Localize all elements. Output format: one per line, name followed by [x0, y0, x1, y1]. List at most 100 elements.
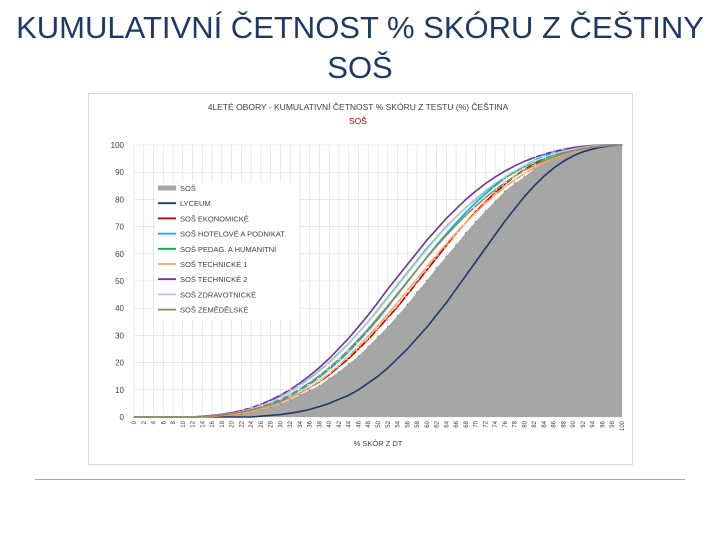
- x-tick-label: 70: [474, 420, 480, 427]
- y-axis-ticks: 0 10 20 30 40 50 60 70 80 90 100: [111, 141, 125, 422]
- x-tick-label: 88: [561, 420, 567, 427]
- y-tick-label: 60: [115, 250, 124, 259]
- data-label-sos: 95.1: [552, 143, 558, 155]
- legend-label-8: SOŠ ZEMĚDĚLSKÉ: [180, 306, 248, 315]
- x-tick-label: 96: [600, 420, 606, 427]
- slide-title: KUMULATIVNÍ ČETNOST % SKÓRU Z ČEŠTINY SO…: [0, 8, 720, 88]
- data-label-sos: 59.0: [444, 241, 450, 253]
- y-tick-label: 90: [115, 168, 124, 177]
- x-tick-label: 18: [220, 420, 226, 427]
- data-point-sos: [299, 394, 301, 396]
- x-tick-label: 48: [366, 420, 372, 427]
- data-label-sos: 8.1: [298, 383, 304, 392]
- x-tick-label: 36: [308, 420, 314, 427]
- chart-title: 4LETÉ OBORY - KUMULATIVNÍ ČETNOST % SKÓR…: [208, 102, 509, 112]
- data-point-sos: [338, 371, 340, 373]
- x-tick-label: 32: [288, 420, 294, 427]
- data-point-sos: [396, 315, 399, 317]
- x-tick-label: 60: [425, 420, 431, 427]
- x-tick-label: 20: [230, 420, 236, 427]
- data-label-sos: 1.0: [239, 402, 245, 411]
- legend-label-1: LYCEUM: [180, 199, 211, 208]
- data-label-sos: 79.3: [493, 186, 499, 198]
- data-label-sos: 4.9: [278, 392, 284, 401]
- y-tick-label: 50: [115, 277, 124, 286]
- data-point-sos: [347, 363, 350, 365]
- data-label-sos: 16.6: [337, 357, 343, 369]
- x-tick-label: 6: [161, 420, 167, 424]
- x-tick-label: 82: [532, 420, 538, 427]
- x-tick-label: 68: [464, 420, 470, 427]
- x-tick-label: 84: [542, 420, 548, 427]
- data-point-sos: [289, 399, 291, 401]
- data-point-sos: [367, 345, 370, 348]
- x-tick-label: 22: [239, 420, 245, 427]
- x-tick-label: 0: [132, 420, 138, 424]
- data-point-sos: [494, 200, 496, 203]
- x-tick-label: 54: [396, 420, 402, 427]
- data-point-sos: [308, 389, 311, 391]
- legend-label-2: SOŠ EKONOMICKÉ: [180, 214, 249, 223]
- x-tick-label: 78: [513, 420, 519, 427]
- footer-rule: [35, 479, 685, 480]
- data-point-sos: [416, 291, 418, 293]
- data-label-sos: 3.6: [269, 395, 275, 404]
- x-tick-label: 98: [610, 420, 616, 427]
- legend-background: [156, 182, 299, 320]
- x-tick-label: 24: [249, 420, 255, 427]
- data-label-sos: 99.6: [591, 131, 597, 143]
- x-tick-label: 66: [454, 420, 460, 427]
- x-tick-label: 76: [503, 420, 509, 427]
- x-tick-label: 90: [571, 420, 577, 427]
- data-point-sos: [377, 335, 379, 338]
- data-label-sos: 22.4: [356, 341, 362, 353]
- y-tick-label: 100: [111, 141, 125, 150]
- data-label-sos: 0.0: [152, 405, 158, 414]
- data-label-sos: 0.0: [191, 405, 197, 414]
- x-tick-label: 94: [591, 420, 597, 427]
- x-tick-label: 80: [522, 420, 528, 427]
- x-tick-label: 86: [552, 420, 558, 427]
- legend-label-3: SOŠ HOTELOVÉ A PODNIKAT.: [180, 230, 286, 239]
- data-point-sos: [484, 210, 487, 212]
- legend: SOŠ LYCEUM SOŠ EKONOMICKÉ SOŠ HOTELOVÉ A PO…: [158, 184, 286, 315]
- x-tick-label: 30: [278, 420, 284, 427]
- data-point-sos: [523, 176, 526, 178]
- x-tick-label: 16: [210, 420, 216, 427]
- data-point-sos: [357, 355, 360, 357]
- data-point-sos: [426, 279, 428, 282]
- x-tick-label: 26: [259, 420, 265, 427]
- data-label-sos: 6.3: [288, 388, 294, 397]
- slide-title-line-2: SOŠ: [327, 50, 393, 85]
- legend-label-6: SOŠ TECHNICKÉ 2: [180, 275, 247, 284]
- data-label-sos: 9.9: [308, 378, 314, 387]
- y-tick-label: 30: [115, 331, 124, 340]
- x-tick-label: 72: [483, 420, 489, 427]
- data-label-sos: 63.3: [454, 229, 460, 241]
- data-label-sos: 67.7: [464, 218, 470, 230]
- data-point-sos: [513, 182, 516, 185]
- data-point-sos: [465, 232, 467, 234]
- data-label-sos: 41.3: [405, 289, 411, 301]
- x-tick-label: 4: [152, 420, 158, 424]
- x-tick-label: 38: [317, 420, 323, 427]
- legend-swatch-0: [158, 185, 176, 191]
- data-label-sos: 0.0: [161, 405, 167, 414]
- data-label-sos: 85.9: [513, 168, 519, 180]
- x-tick-label: 56: [405, 420, 411, 427]
- data-label-sos: 0.1: [200, 405, 206, 414]
- data-label-sos: 99.9: [610, 130, 616, 142]
- chart-subtitle: SOŠ: [349, 116, 367, 126]
- series-line-8: [134, 144, 623, 418]
- y-tick-label: 70: [115, 223, 124, 232]
- x-axis-ticks: 0 2 4 6 8 10 12 14 16 18 20 22 24 26 28 30 32 34 36 38 40 42 4…: [132, 420, 626, 431]
- x-tick-label: 52: [386, 420, 392, 427]
- x-tick-label: 34: [298, 420, 304, 427]
- value-labels: 0.0 0.0 0.0 0.0 0.0 0.0 0.0 0.1 0.1 0.4 0.7 1.0 1.7 2…: [132, 126, 626, 414]
- data-label-sos: 19.5: [347, 349, 353, 361]
- data-point-sos: [474, 220, 477, 223]
- series-lines: [134, 144, 623, 418]
- data-point-sos: [455, 244, 457, 246]
- x-tick-label: 10: [181, 420, 187, 427]
